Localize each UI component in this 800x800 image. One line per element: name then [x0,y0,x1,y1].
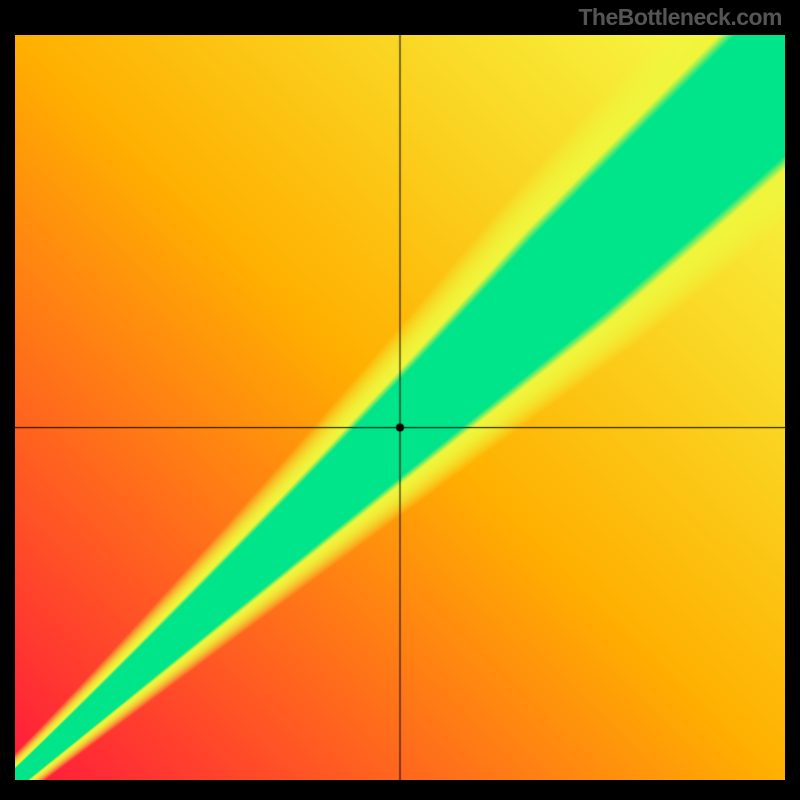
chart-container: TheBottleneck.com [0,0,800,800]
bottleneck-heatmap [15,35,785,780]
watermark-text: TheBottleneck.com [578,4,782,31]
